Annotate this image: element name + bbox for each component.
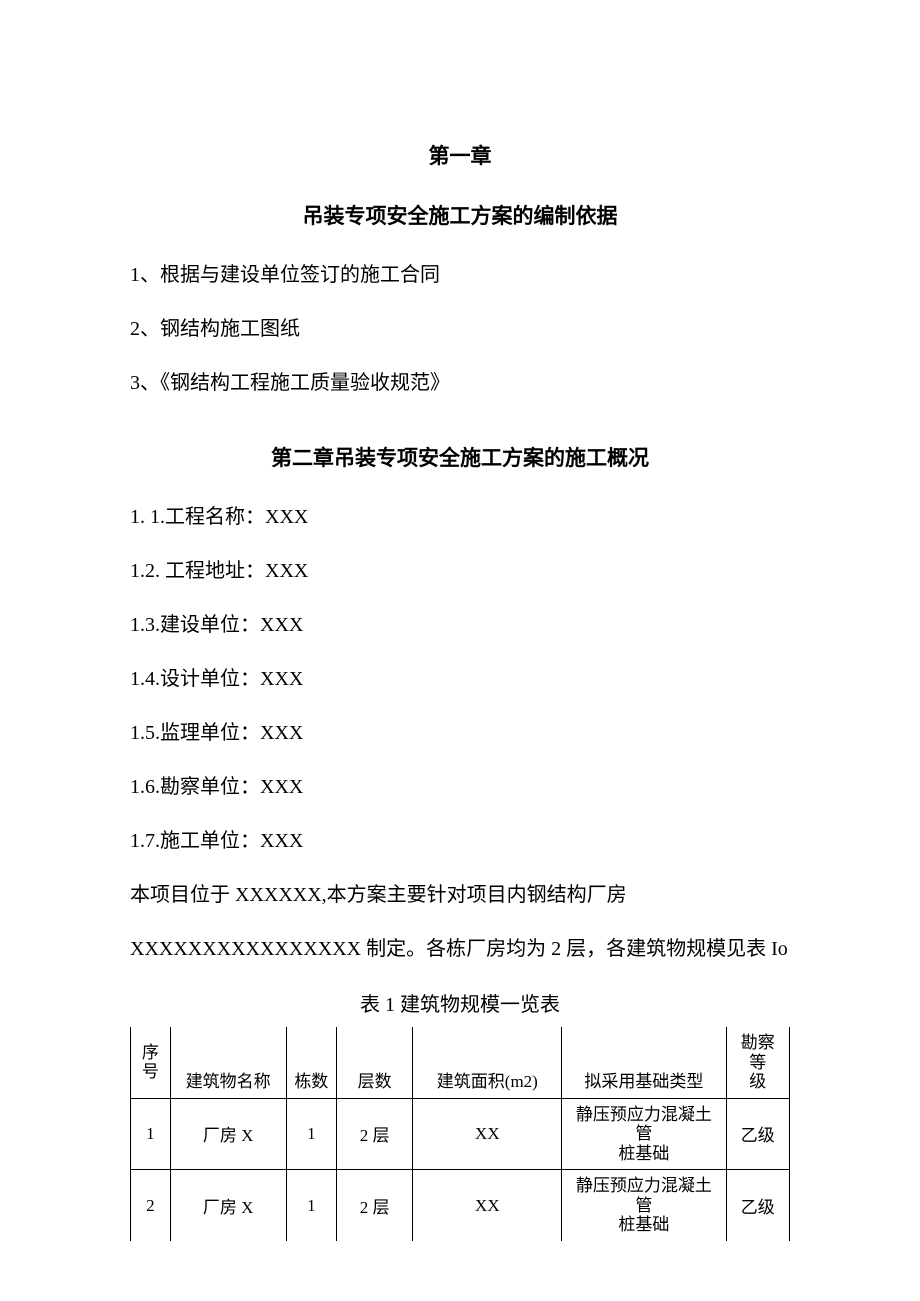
th-foundation: 拟采用基础类型 xyxy=(562,1027,726,1098)
th-seq: 序 号 xyxy=(131,1027,171,1098)
chapter2-line: 1.6.勘察单位：XXX xyxy=(130,772,790,802)
chapter1-item: 3、《钢结构工程施工质量验收规范》 xyxy=(130,368,790,398)
th-name: 建筑物名称 xyxy=(170,1027,286,1098)
chapter2-line: 1.2. 工程地址：XXX xyxy=(130,556,790,586)
chapter1-subtitle: 吊装专项安全施工方案的编制依据 xyxy=(130,200,790,230)
cell-seq: 1 xyxy=(131,1098,171,1170)
th-floors: 层数 xyxy=(336,1027,413,1098)
building-scale-table: 序 号 建筑物名称 栋数 层数 建筑面积(m2) 拟采用基础类型 勘察等 级 1… xyxy=(130,1027,790,1241)
th-area: 建筑面积(m2) xyxy=(413,1027,562,1098)
chapter2-line: 1.3.建设单位：XXX xyxy=(130,610,790,640)
chapter2-line: 1.4.设计单位：XXX xyxy=(130,664,790,694)
cell-name: 厂房 X xyxy=(170,1098,286,1170)
cell-count: 1 xyxy=(286,1098,336,1170)
cell-foundation: 静压预应力混凝土管 桩基础 xyxy=(562,1170,726,1241)
table-row: 1 厂房 X 1 2 层 XX 静压预应力混凝土管 桩基础 乙级 xyxy=(131,1098,790,1170)
chapter1-item: 2、钢结构施工图纸 xyxy=(130,314,790,344)
chapter2-line: 1.7.施工单位：XXX xyxy=(130,826,790,856)
table-header-row: 序 号 建筑物名称 栋数 层数 建筑面积(m2) 拟采用基础类型 勘察等 级 xyxy=(131,1027,790,1098)
chapter1-item: 1、根据与建设单位签订的施工合同 xyxy=(130,260,790,290)
cell-grade: 乙级 xyxy=(726,1098,789,1170)
cell-grade: 乙级 xyxy=(726,1170,789,1241)
th-count: 栋数 xyxy=(286,1027,336,1098)
table-row: 2 厂房 X 1 2 层 XX 静压预应力混凝土管 桩基础 乙级 xyxy=(131,1170,790,1241)
chapter2-title: 第二章吊装专项安全施工方案的施工概况 xyxy=(130,442,790,472)
cell-floors: 2 层 xyxy=(336,1098,413,1170)
cell-floors: 2 层 xyxy=(336,1170,413,1241)
th-grade: 勘察等 级 xyxy=(726,1027,789,1098)
chapter2-line: 本项目位于 XXXXXX,本方案主要针对项目内钢结构厂房 xyxy=(130,880,790,910)
cell-area: XX xyxy=(413,1098,562,1170)
chapter2-line: 1.5.监理单位：XXX xyxy=(130,718,790,748)
cell-name: 厂房 X xyxy=(170,1170,286,1241)
chapter2-line: XXXXXXXXXXXXXXXX 制定。各栋厂房均为 2 层，各建筑物规模见表 … xyxy=(130,934,790,964)
cell-area: XX xyxy=(413,1170,562,1241)
cell-count: 1 xyxy=(286,1170,336,1241)
table-caption: 表 1 建筑物规模一览表 xyxy=(130,988,790,1017)
cell-seq: 2 xyxy=(131,1170,171,1241)
cell-foundation: 静压预应力混凝土管 桩基础 xyxy=(562,1098,726,1170)
chapter2-line: 1. 1.工程名称：XXX xyxy=(130,502,790,532)
chapter1-title: 第一章 xyxy=(130,140,790,170)
document-page: 第一章 吊装专项安全施工方案的编制依据 1、根据与建设单位签订的施工合同 2、钢… xyxy=(0,0,920,1301)
